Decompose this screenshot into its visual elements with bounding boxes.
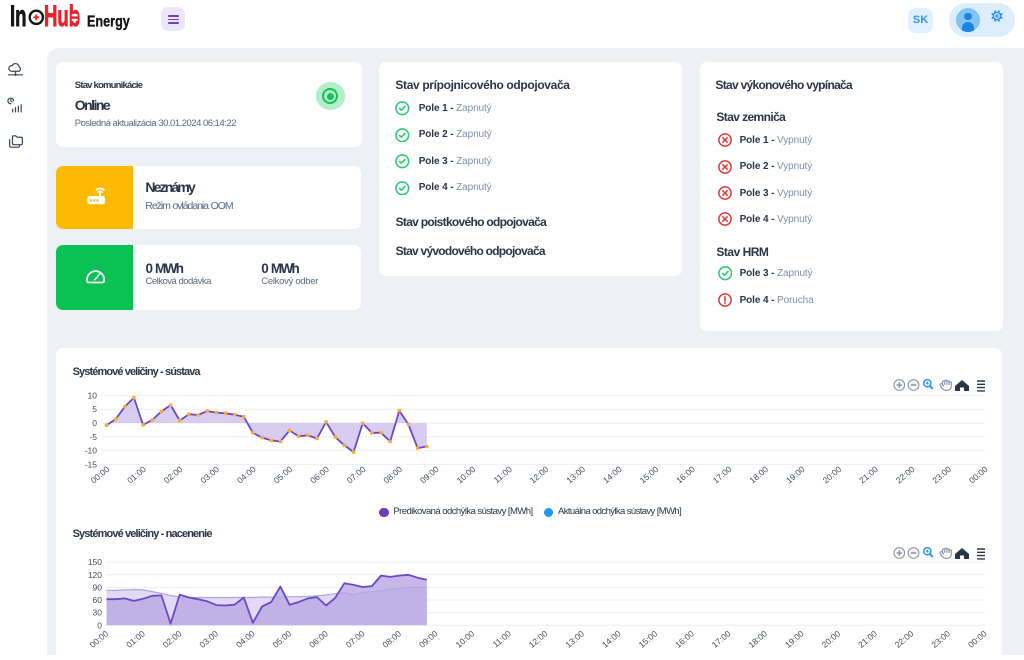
svg-text:13:00: 13:00	[564, 464, 587, 486]
svg-text:14:00: 14:00	[600, 628, 623, 650]
svg-text:18:00: 18:00	[746, 628, 769, 650]
svg-text:08:00: 08:00	[380, 628, 403, 650]
svg-text:09:00: 09:00	[417, 628, 440, 650]
svg-text:03:00: 03:00	[198, 464, 221, 486]
svg-text:10:00: 10:00	[454, 628, 477, 650]
svg-text:12:00: 12:00	[527, 628, 550, 650]
svg-text:15:00: 15:00	[637, 628, 660, 650]
svg-text:23:00: 23:00	[930, 464, 953, 486]
svg-text:90: 90	[93, 582, 103, 592]
svg-text:0: 0	[97, 620, 102, 630]
svg-text:60: 60	[93, 595, 103, 605]
svg-text:04:00: 04:00	[234, 628, 257, 650]
svg-text:30: 30	[93, 608, 103, 618]
svg-text:Energy: Energy	[87, 13, 130, 31]
svg-text:00:00: 00:00	[967, 464, 990, 486]
svg-text:10:00: 10:00	[455, 464, 478, 486]
svg-text:0: 0	[92, 418, 97, 428]
svg-text:19:00: 19:00	[784, 464, 807, 486]
svg-text:17:00: 17:00	[711, 464, 734, 486]
svg-text:01:00: 01:00	[124, 628, 147, 650]
svg-text:16:00: 16:00	[674, 464, 697, 486]
svg-text:09:00: 09:00	[418, 464, 441, 486]
svg-text:06:00: 06:00	[307, 628, 330, 650]
svg-text:-15: -15	[85, 459, 98, 469]
svg-text:00:00: 00:00	[88, 628, 111, 650]
svg-text:11:00: 11:00	[491, 628, 513, 649]
svg-text:16:00: 16:00	[673, 628, 696, 650]
svg-text:11:00: 11:00	[492, 464, 514, 485]
svg-text:17:00: 17:00	[710, 628, 733, 650]
svg-text:22:00: 22:00	[894, 464, 917, 486]
svg-text:18:00: 18:00	[747, 464, 770, 486]
svg-text:08:00: 08:00	[381, 464, 404, 486]
svg-text:05:00: 05:00	[271, 628, 294, 650]
svg-text:In: In	[10, 0, 27, 33]
svg-text:5: 5	[92, 404, 97, 414]
svg-text:20:00: 20:00	[820, 628, 843, 650]
svg-text:05:00: 05:00	[272, 464, 295, 486]
svg-text:15:00: 15:00	[638, 464, 661, 486]
svg-text:150: 150	[88, 557, 102, 567]
svg-text:19:00: 19:00	[783, 628, 806, 650]
svg-text:23:00: 23:00	[929, 628, 952, 650]
svg-text:02:00: 02:00	[162, 464, 185, 486]
svg-text:13:00: 13:00	[563, 628, 586, 650]
svg-text:21:00: 21:00	[857, 464, 880, 486]
svg-text:04:00: 04:00	[235, 464, 258, 486]
svg-text:02:00: 02:00	[161, 628, 184, 650]
svg-text:06:00: 06:00	[308, 464, 331, 486]
svg-text:22:00: 22:00	[893, 628, 916, 650]
svg-text:20:00: 20:00	[821, 464, 844, 486]
svg-text:120: 120	[88, 570, 102, 580]
svg-text:10: 10	[88, 390, 98, 400]
svg-text:14:00: 14:00	[601, 464, 624, 486]
svg-text:03:00: 03:00	[197, 628, 220, 650]
svg-text:01:00: 01:00	[125, 464, 148, 486]
svg-text:07:00: 07:00	[345, 464, 368, 486]
svg-text:-5: -5	[89, 432, 97, 442]
svg-text:21:00: 21:00	[856, 628, 879, 650]
svg-text:Hub: Hub	[44, 0, 80, 33]
svg-text:12:00: 12:00	[528, 464, 551, 486]
svg-text:00:00: 00:00	[966, 628, 989, 650]
svg-text:-10: -10	[85, 446, 98, 456]
svg-text:07:00: 07:00	[344, 628, 367, 650]
